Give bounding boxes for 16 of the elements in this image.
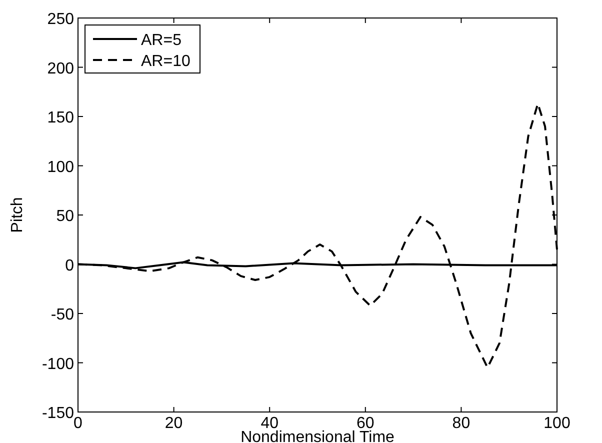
x-tick-label: 20	[164, 415, 183, 432]
y-tick-label: 150	[47, 110, 74, 126]
legend-label: AR=10	[141, 53, 190, 70]
y-tick-label: 250	[47, 11, 74, 28]
y-tick-label: 200	[47, 60, 74, 78]
y-tick-label: -50	[50, 306, 74, 324]
y-tick-label: 0	[65, 257, 74, 274]
x-tick-label: 100	[544, 415, 570, 432]
y-tick-label: 50	[56, 208, 74, 225]
y-tick-label: 100	[47, 158, 74, 176]
y-axis-title: Pitch	[9, 197, 26, 233]
y-tick-label: -150	[42, 405, 74, 422]
x-tick-label: 80	[452, 415, 470, 432]
legend-label: AR=5	[141, 32, 182, 49]
x-axis-title: Nondimensional Time	[240, 429, 395, 443]
y-tick-label: -100	[42, 356, 74, 373]
